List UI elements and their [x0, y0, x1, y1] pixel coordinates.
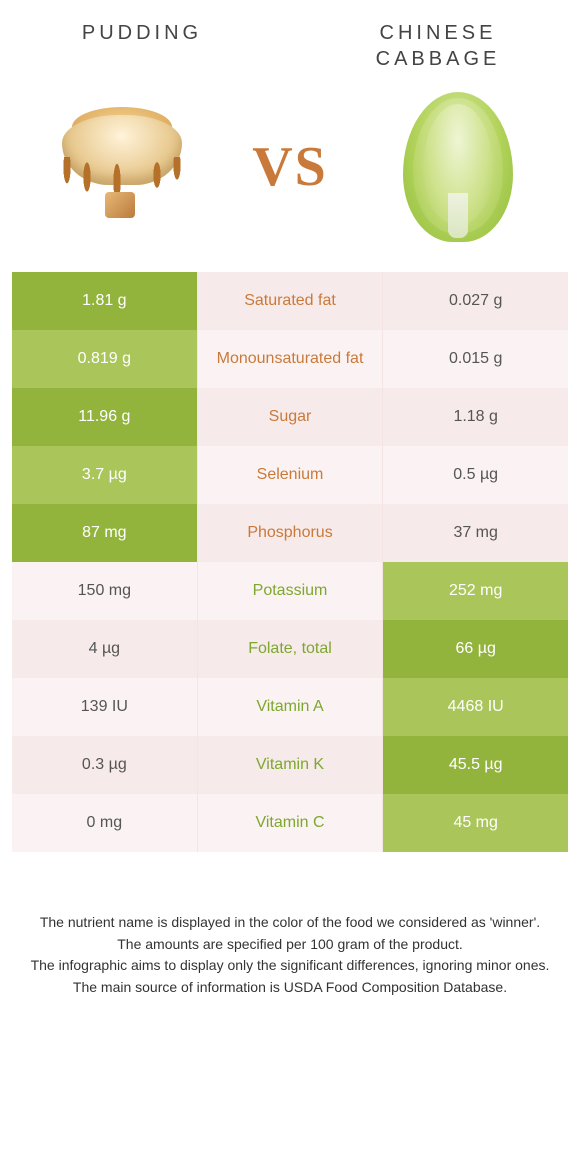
pudding-image: [37, 92, 207, 242]
table-row: 150 mgPotassium252 mg: [12, 562, 568, 620]
left-value: 3.7 µg: [12, 446, 198, 504]
nutrient-name: Monounsaturated fat: [198, 330, 384, 388]
right-value: 0.5 µg: [383, 446, 568, 504]
header-row: Pudding Chinese cabbage: [12, 20, 568, 72]
nutrient-name: Saturated fat: [198, 272, 384, 330]
nutrient-name: Vitamin K: [198, 736, 384, 794]
note-line: The nutrient name is displayed in the co…: [22, 912, 558, 934]
hero-row: VS: [12, 92, 568, 272]
nutrient-name: Folate, total: [198, 620, 384, 678]
left-food-title: Pudding: [42, 20, 242, 72]
left-value: 150 mg: [12, 562, 198, 620]
cabbage-image: [373, 92, 543, 242]
nutrient-name: Phosphorus: [198, 504, 384, 562]
table-row: 0 mgVitamin C45 mg: [12, 794, 568, 852]
table-row: 1.81 gSaturated fat0.027 g: [12, 272, 568, 330]
nutrient-name: Sugar: [198, 388, 384, 446]
left-value: 0.819 g: [12, 330, 198, 388]
table-row: 87 mgPhosphorus37 mg: [12, 504, 568, 562]
left-value: 0.3 µg: [12, 736, 198, 794]
right-value: 0.015 g: [383, 330, 568, 388]
left-value: 11.96 g: [12, 388, 198, 446]
right-value: 66 µg: [383, 620, 568, 678]
note-line: The infographic aims to display only the…: [22, 955, 558, 977]
right-value: 252 mg: [383, 562, 568, 620]
right-value: 37 mg: [383, 504, 568, 562]
footnotes: The nutrient name is displayed in the co…: [12, 912, 568, 999]
note-line: The amounts are specified per 100 gram o…: [22, 934, 558, 956]
table-row: 139 IUVitamin A4468 IU: [12, 678, 568, 736]
left-value: 1.81 g: [12, 272, 198, 330]
nutrient-name: Potassium: [198, 562, 384, 620]
nutrient-name: Vitamin C: [198, 794, 384, 852]
note-line: The main source of information is USDA F…: [22, 977, 558, 999]
table-row: 0.819 gMonounsaturated fat0.015 g: [12, 330, 568, 388]
table-row: 0.3 µgVitamin K45.5 µg: [12, 736, 568, 794]
right-value: 45 mg: [383, 794, 568, 852]
table-row: 11.96 gSugar1.18 g: [12, 388, 568, 446]
nutrient-table: 1.81 gSaturated fat0.027 g0.819 gMonouns…: [12, 272, 568, 852]
nutrient-name: Vitamin A: [198, 678, 384, 736]
right-value: 1.18 g: [383, 388, 568, 446]
right-value: 0.027 g: [383, 272, 568, 330]
right-food-title: Chinese cabbage: [338, 20, 538, 72]
right-value: 4468 IU: [383, 678, 568, 736]
left-value: 0 mg: [12, 794, 198, 852]
nutrient-name: Selenium: [198, 446, 384, 504]
table-row: 3.7 µgSelenium0.5 µg: [12, 446, 568, 504]
table-row: 4 µgFolate, total66 µg: [12, 620, 568, 678]
vs-label: VS: [252, 135, 328, 199]
left-value: 139 IU: [12, 678, 198, 736]
left-value: 4 µg: [12, 620, 198, 678]
right-value: 45.5 µg: [383, 736, 568, 794]
left-value: 87 mg: [12, 504, 198, 562]
